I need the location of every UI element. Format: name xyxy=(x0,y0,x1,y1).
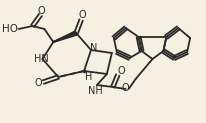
Text: N: N xyxy=(90,43,98,53)
Text: HO: HO xyxy=(2,24,18,34)
Text: O: O xyxy=(38,6,45,16)
Text: O: O xyxy=(122,83,130,93)
Polygon shape xyxy=(53,31,77,42)
Text: O: O xyxy=(35,78,42,88)
Text: NH: NH xyxy=(88,86,102,96)
Text: O: O xyxy=(78,10,86,20)
Text: H: H xyxy=(85,72,93,82)
Text: HN: HN xyxy=(34,54,49,64)
Text: O: O xyxy=(118,66,125,76)
